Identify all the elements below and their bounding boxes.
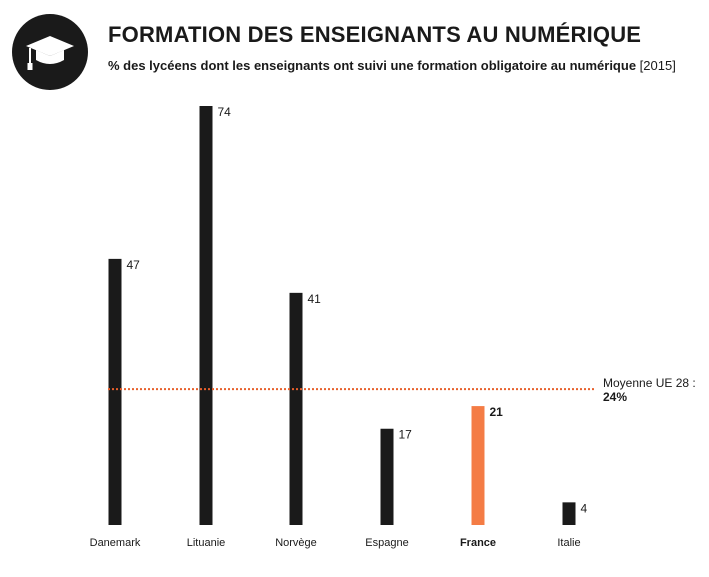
bar-italie [562, 502, 576, 525]
bar-france [471, 406, 485, 525]
bar-lituanie [199, 106, 213, 525]
value-label-danemark: 47 [127, 258, 141, 272]
graduation-cap-icon [26, 36, 74, 70]
category-label-espagne: Espagne [365, 537, 408, 549]
subtitle-year: [2015] [639, 58, 676, 73]
category-label-italie: Italie [557, 537, 580, 549]
logo-badge [12, 14, 88, 90]
subtitle-text: % des lycéens dont les enseignants ont s… [108, 58, 637, 73]
category-label-france: France [460, 537, 496, 549]
average-label: Moyenne UE 28 : [603, 376, 696, 390]
category-label-danemark: Danemark [90, 537, 141, 549]
category-label-norvege: Norvège [275, 537, 317, 549]
value-label-espagne: 17 [399, 428, 413, 442]
page-subtitle: % des lycéens dont les enseignants ont s… [108, 58, 676, 73]
value-label-france: 21 [490, 405, 504, 419]
bar-espagne [380, 428, 394, 525]
bar-danemark [108, 258, 122, 525]
value-label-norvege: 41 [308, 292, 322, 306]
value-label-italie: 4 [581, 501, 588, 515]
page-title: FORMATION DES ENSEIGNANTS AU NUMÉRIQUE [108, 22, 642, 47]
category-label-lituanie: Lituanie [187, 537, 226, 549]
average-value: 24% [603, 390, 627, 404]
bar-norvege [289, 292, 303, 525]
value-label-lituanie: 74 [218, 105, 232, 119]
